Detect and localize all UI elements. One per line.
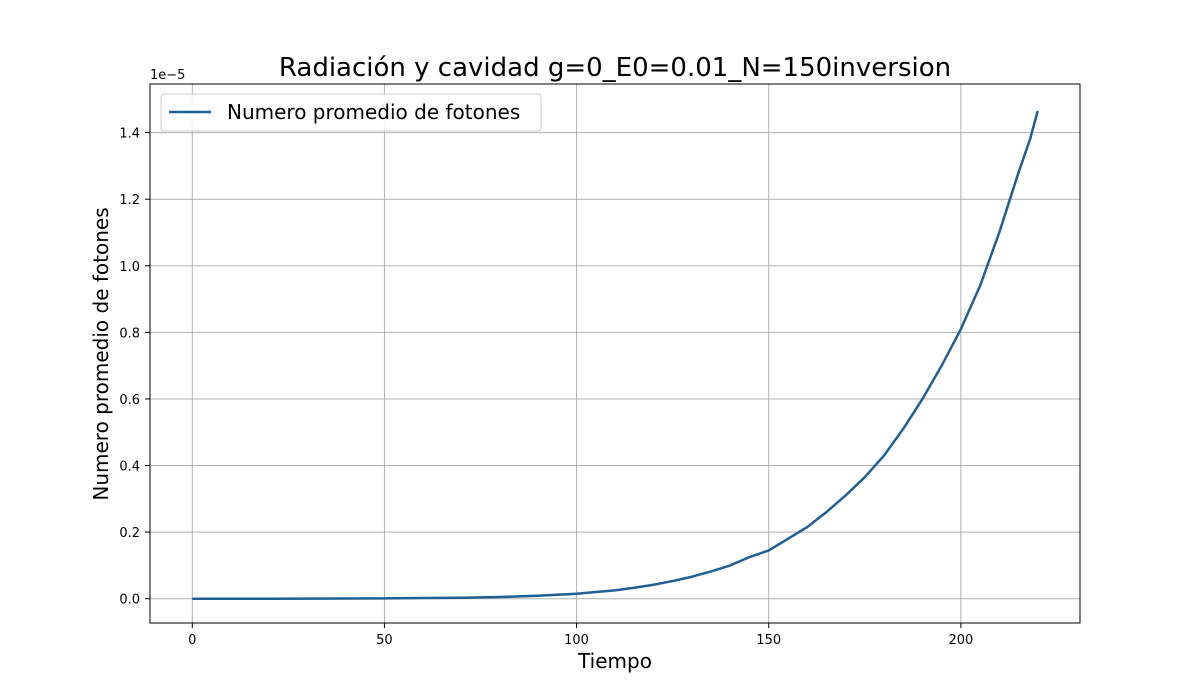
y-tick-label: 0.0 [119,593,140,608]
y-tick-label: 0.6 [119,393,140,408]
y-axis: 0.0 0.2 0.4 0.6 0.8 1.0 1.2 1.4 [119,127,150,608]
x-tick-label: 150 [756,633,781,648]
y-tick-label: 0.4 [119,460,140,475]
chart-title: Radiación y cavidad g=0_E0=0.01_N=150inv… [279,53,951,83]
y-tick-label: 1.4 [119,127,140,142]
plot-area [192,110,1039,600]
legend-entry-label: Numero promedio de fotones [227,100,520,124]
y-tick-label: 0.8 [119,326,140,341]
x-axis-label: Tiempo [577,649,652,673]
y-offset-label: 1e−5 [150,68,185,83]
legend: Numero promedio de fotones [160,93,542,132]
series-line [192,110,1039,600]
x-tick-label: 100 [564,633,589,648]
y-axis-label: Numero promedio de fotones [89,207,113,500]
x-tick-label: 0 [188,633,196,648]
y-tick-label: 1.2 [119,193,140,208]
y-tick-label: 0.2 [119,526,140,541]
x-tick-label: 200 [948,633,973,648]
grid [150,84,1080,623]
axes-frame [149,83,1081,624]
y-tick-label: 1.0 [119,260,140,275]
x-tick-label: 50 [376,633,393,648]
x-axis: 0 50 100 150 200 [188,623,973,648]
legend-box [160,93,542,132]
